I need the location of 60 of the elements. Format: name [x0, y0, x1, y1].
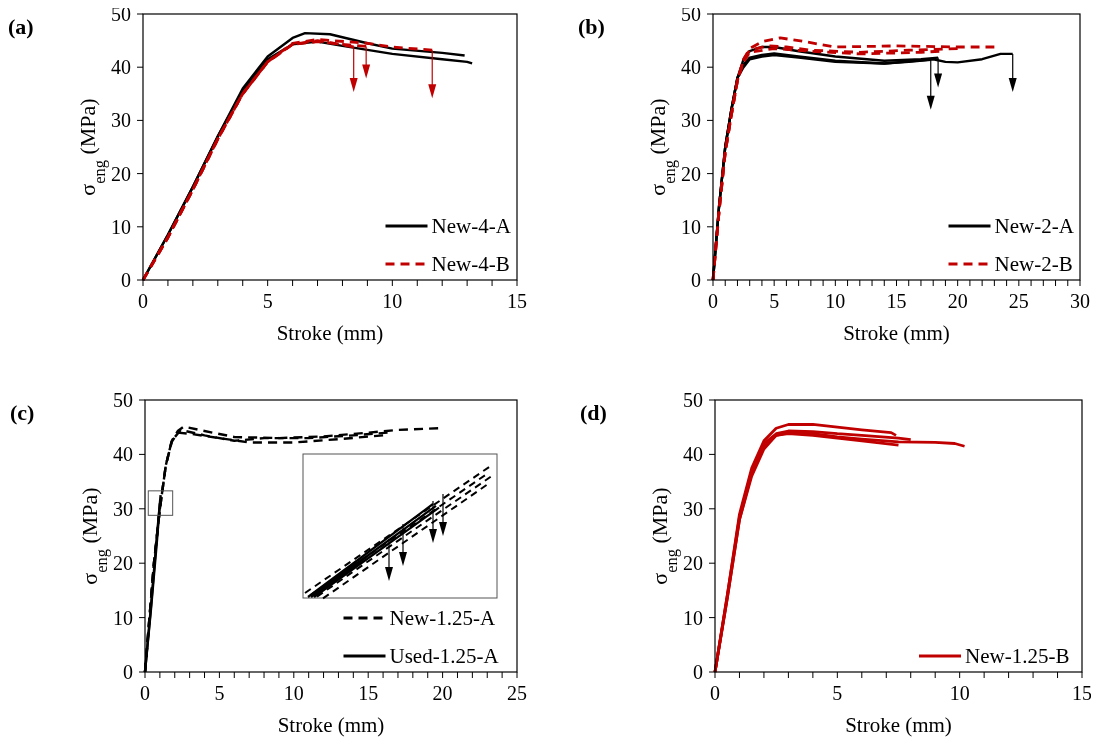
x-tick-label: 25 — [1008, 290, 1029, 312]
x-tick-label: 0 — [140, 682, 150, 704]
y-tick-label: 40 — [683, 443, 703, 466]
y-tick-label: 20 — [681, 162, 701, 185]
y-tick-label: 40 — [681, 56, 701, 79]
x-tick-label: 5 — [214, 682, 225, 704]
y-tick-label: 0 — [123, 661, 133, 683]
y-tick-label: 50 — [681, 3, 701, 25]
x-axis-title: Stroke (mm) — [277, 713, 385, 737]
y-tick-label: 40 — [113, 443, 133, 466]
y-tick-label: 0 — [691, 269, 701, 291]
x-tick-label: 15 — [358, 682, 379, 704]
y-tick-label: 30 — [113, 497, 133, 520]
y-tick-label: 0 — [121, 269, 131, 291]
x-tick-label: 10 — [825, 290, 846, 312]
legend-label: New-1.25-A — [389, 606, 496, 631]
x-axis-title: Stroke (mm) — [843, 321, 950, 345]
x-tick-label: 0 — [710, 682, 720, 704]
x-tick-label: 15 — [886, 290, 907, 312]
y-tick-label: 20 — [113, 552, 133, 575]
x-tick-label: 15 — [1072, 682, 1092, 704]
legend-label: New-4-B — [431, 252, 510, 277]
chart-title: (d) — [580, 400, 607, 425]
x-axis-title: Stroke (mm) — [845, 713, 952, 737]
x-tick-label: 20 — [947, 290, 968, 312]
legend-label: New-1.25-B — [965, 644, 1070, 669]
y-tick-label: 20 — [683, 552, 703, 575]
legend-label: New-2-A — [994, 214, 1075, 239]
y-tick-label: 30 — [681, 109, 701, 132]
x-tick-label: 15 — [507, 290, 527, 312]
chart-title: (c) — [10, 400, 35, 425]
y-tick-label: 40 — [111, 56, 131, 79]
y-tick-label: 30 — [111, 109, 131, 132]
legend-label: Used-1.25-A — [389, 644, 500, 669]
y-tick-label: 30 — [683, 497, 703, 520]
y-tick-label: 0 — [693, 661, 703, 683]
y-tick-label: 50 — [113, 389, 133, 411]
x-tick-label: 5 — [262, 290, 273, 312]
y-tick-label: 10 — [111, 215, 131, 238]
x-tick-label: 5 — [832, 682, 843, 704]
x-tick-label: 0 — [708, 290, 718, 312]
chart-title: (b) — [578, 14, 605, 39]
x-tick-label: 0 — [138, 290, 148, 312]
x-tick-label: 10 — [949, 682, 970, 704]
y-tick-label: 10 — [683, 606, 703, 629]
y-tick-label: 50 — [111, 3, 131, 25]
x-tick-label: 30 — [1070, 290, 1090, 312]
y-tick-label: 20 — [111, 162, 131, 185]
y-tick-label: 10 — [681, 215, 701, 238]
x-tick-label: 20 — [432, 682, 453, 704]
x-tick-label: 10 — [283, 682, 304, 704]
x-tick-label: 5 — [769, 290, 780, 312]
chart-title: (a) — [8, 14, 34, 39]
y-tick-label: 50 — [683, 389, 703, 411]
legend-label: New-4-A — [431, 214, 512, 239]
x-axis-title: Stroke (mm) — [276, 321, 384, 345]
legend-label: New-2-B — [994, 252, 1073, 277]
y-tick-label: 10 — [113, 606, 133, 629]
x-tick-label: 10 — [382, 290, 403, 312]
x-tick-label: 25 — [507, 682, 527, 704]
